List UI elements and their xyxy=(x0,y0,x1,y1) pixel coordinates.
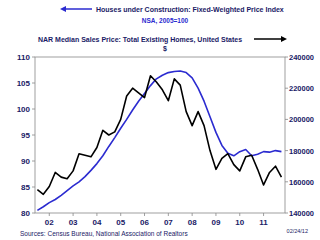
legend-swatch xyxy=(254,38,282,40)
source-note: Sources: Census Bureau, National Associa… xyxy=(20,230,188,237)
x-tick xyxy=(49,213,50,216)
unit-label: $ xyxy=(163,45,167,53)
x-tick xyxy=(120,213,121,216)
x-tick xyxy=(239,213,240,216)
y2-tick xyxy=(285,88,288,89)
legend-arrow xyxy=(281,36,287,42)
x-tick-label: 02 xyxy=(45,218,54,227)
x-tick xyxy=(215,213,216,216)
y2-tick-label: 220000 xyxy=(289,84,314,93)
legend-arrow xyxy=(60,6,66,12)
y2-tick xyxy=(285,213,288,214)
y-tick xyxy=(32,57,35,58)
y-tick xyxy=(32,109,35,110)
y2-tick xyxy=(285,150,288,151)
series-line xyxy=(37,71,281,210)
y-tick-label: 95 xyxy=(21,131,30,140)
y-tick xyxy=(32,187,35,188)
y2-tick-label: 180000 xyxy=(289,147,314,156)
x-tick-label: 07 xyxy=(164,218,173,227)
x-tick xyxy=(168,213,169,216)
y2-tick-label: 200000 xyxy=(289,115,314,124)
y2-tick xyxy=(285,119,288,120)
y-tick-label: 100 xyxy=(17,105,31,114)
y-tick xyxy=(32,213,35,214)
x-tick-label: 04 xyxy=(92,218,101,227)
y2-tick-label: 140000 xyxy=(289,209,314,218)
x-tick xyxy=(96,213,97,216)
x-tick-label: 11 xyxy=(259,218,268,227)
chart: Houses under Construction: Fixed-Weighte… xyxy=(0,0,320,240)
series-line xyxy=(37,76,281,195)
plot-frame xyxy=(35,57,285,213)
y2-tick-label: 160000 xyxy=(289,178,314,187)
y-tick xyxy=(32,135,35,136)
legend-label: NAR Median Sales Price: Total Existing H… xyxy=(38,36,242,44)
y-tick-label: 80 xyxy=(21,209,30,218)
x-tick-label: 06 xyxy=(140,218,149,227)
date-note: 02/24/12 xyxy=(287,228,308,234)
y-tick-label: 110 xyxy=(17,53,30,62)
y-tick xyxy=(32,83,35,84)
y-tick-label: 85 xyxy=(21,183,30,192)
legend-label: Houses under Construction: Fixed-Weighte… xyxy=(96,6,284,14)
x-tick-label: 03 xyxy=(69,218,78,227)
y-tick-label: 90 xyxy=(21,157,30,166)
x-tick-label: 09 xyxy=(211,218,220,227)
x-tick xyxy=(192,213,193,216)
y2-tick xyxy=(285,57,288,58)
y-tick xyxy=(32,161,35,162)
x-tick-label: 05 xyxy=(116,218,125,227)
y2-tick xyxy=(285,181,288,182)
unit-label: NSA, 2005=100 xyxy=(142,17,189,25)
x-tick xyxy=(144,213,145,216)
x-tick-label: 10 xyxy=(235,218,244,227)
plot-area xyxy=(37,71,281,210)
x-tick-label: 08 xyxy=(188,218,197,227)
y2-tick-label: 240000 xyxy=(289,53,314,62)
x-tick xyxy=(73,213,74,216)
x-tick xyxy=(263,213,264,216)
y-tick-label: 105 xyxy=(17,79,31,88)
legend-swatch xyxy=(64,8,92,10)
